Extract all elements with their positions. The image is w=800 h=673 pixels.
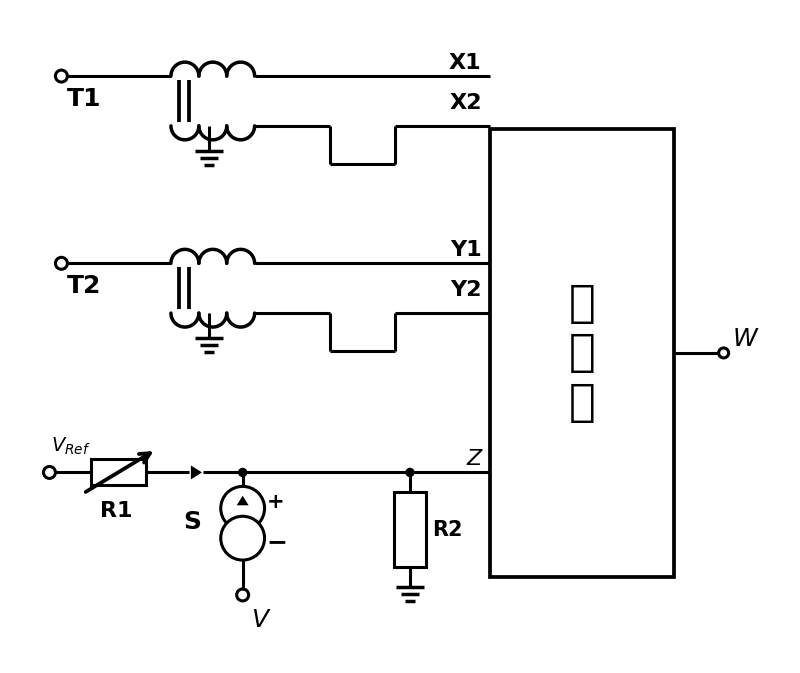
Text: −: −	[266, 530, 287, 554]
Text: R2: R2	[432, 520, 462, 540]
Text: 乘
法
器: 乘 法 器	[568, 281, 595, 424]
Circle shape	[55, 257, 67, 269]
Circle shape	[718, 348, 729, 358]
Circle shape	[238, 468, 246, 476]
Circle shape	[221, 487, 265, 530]
Text: X1: X1	[449, 53, 482, 73]
Text: +: +	[266, 493, 284, 512]
Text: Z: Z	[466, 450, 482, 470]
Text: X2: X2	[449, 93, 482, 113]
Text: Y1: Y1	[450, 240, 482, 260]
Text: $V_{Ref}$: $V_{Ref}$	[51, 435, 91, 456]
Bar	[394, 493, 426, 567]
Bar	[490, 129, 674, 577]
Text: $V$: $V$	[250, 608, 271, 632]
Circle shape	[43, 466, 55, 479]
Text: T2: T2	[66, 274, 101, 298]
Text: S: S	[183, 510, 201, 534]
Text: Y2: Y2	[450, 280, 482, 300]
Bar	[91, 460, 146, 485]
Polygon shape	[191, 466, 202, 479]
Text: $W$: $W$	[732, 327, 759, 351]
Circle shape	[221, 516, 265, 560]
Text: R1: R1	[101, 501, 133, 522]
Text: T1: T1	[66, 87, 101, 111]
Polygon shape	[237, 496, 249, 505]
Circle shape	[237, 589, 249, 601]
Circle shape	[406, 468, 414, 476]
Circle shape	[55, 70, 67, 82]
